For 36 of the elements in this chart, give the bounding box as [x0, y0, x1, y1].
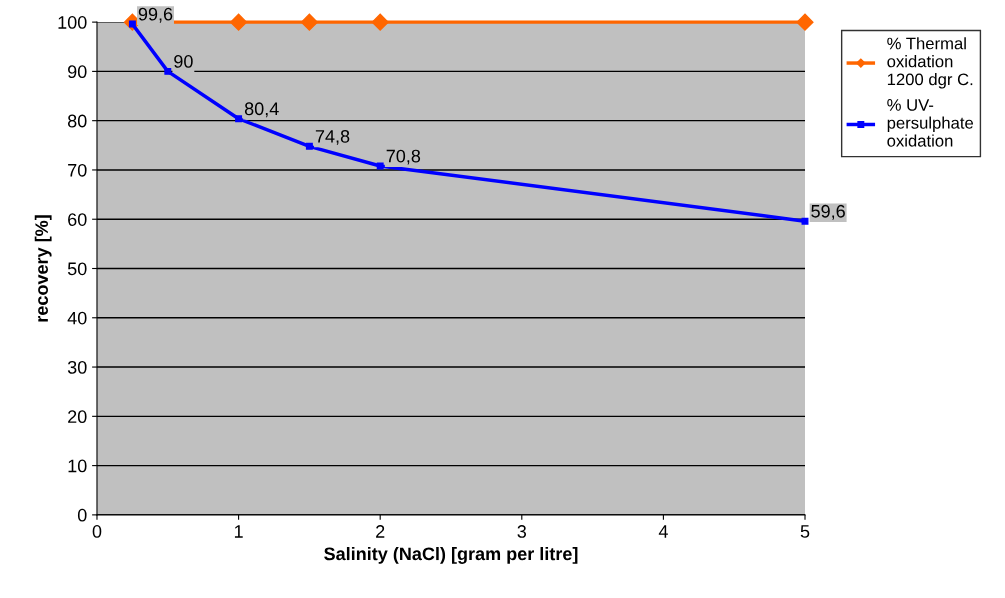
- point: [300, 13, 318, 31]
- y-tick-label: 0: [77, 508, 87, 522]
- y-tick-label: 60: [68, 213, 87, 226]
- point: [164, 67, 172, 75]
- point: [376, 162, 384, 170]
- data-label: 90: [174, 55, 193, 68]
- x-tick-label: 4: [658, 525, 668, 538]
- legend-label: % UV- persulphate oxidation: [887, 99, 974, 147]
- y-tick-label: 90: [68, 65, 87, 79]
- data-label: 74,8: [315, 129, 350, 145]
- x-tick-label: 1: [234, 525, 243, 538]
- y-tick-label: 70: [68, 163, 87, 177]
- legend-label: % Thermal oxidation 1200 dgr C.: [887, 37, 973, 89]
- y-tick-label: 80: [67, 114, 87, 128]
- point: [230, 13, 248, 31]
- point: [371, 13, 389, 31]
- data-label: 99,6: [138, 7, 173, 23]
- point: [305, 142, 313, 150]
- y-tick-label: 10: [68, 459, 87, 473]
- data-label: 80,4: [244, 102, 279, 118]
- point: [801, 217, 809, 225]
- x-tick-label: 3: [517, 525, 527, 538]
- x-tick-label: 2: [376, 525, 385, 538]
- data-label: 70,8: [386, 149, 421, 165]
- point: [235, 115, 243, 123]
- y-tick-label: 50: [67, 262, 87, 276]
- y-tick-label: 40: [67, 311, 87, 325]
- x-axis-title: Salinity (NaCl) [gram per litre]: [324, 546, 578, 564]
- data-label: 59,6: [811, 204, 845, 220]
- point: [796, 13, 814, 31]
- x-tick-label: 0: [92, 525, 102, 538]
- y-tick-label: 30: [67, 360, 87, 374]
- y-tick-label: 100: [58, 16, 87, 29]
- x-tick-label: 5: [800, 525, 810, 538]
- y-tick-label: 20: [68, 410, 87, 424]
- y-axis-title: recovery [%]: [34, 215, 52, 322]
